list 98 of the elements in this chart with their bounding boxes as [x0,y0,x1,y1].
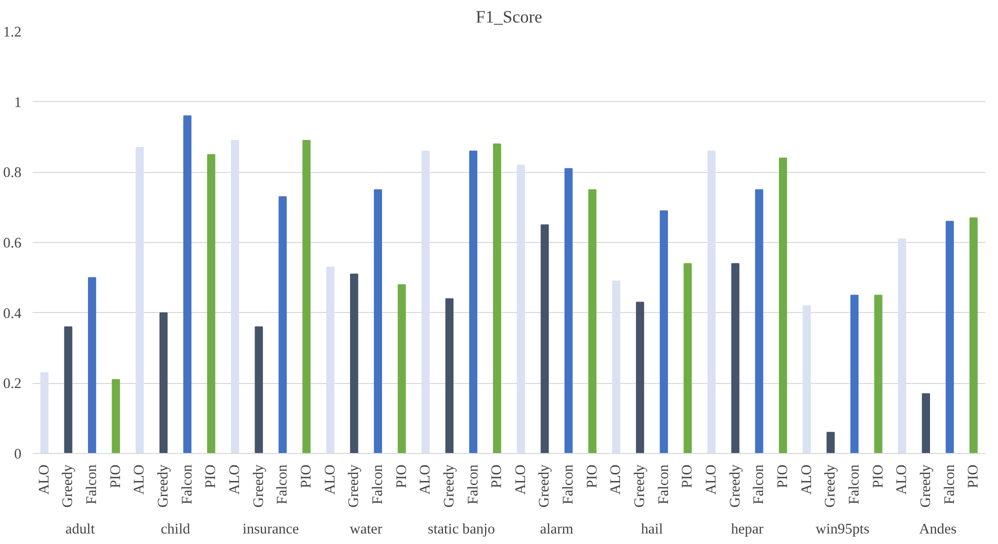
bar [826,432,835,454]
text: Greedy [727,464,744,508]
bar [207,154,216,454]
bar [493,144,502,454]
bar [874,294,882,454]
chart-title: F1_Score [476,8,543,26]
text: Falcon [942,464,958,504]
text: Falcon [846,464,862,504]
text: Falcon [560,464,577,504]
bar [230,140,240,454]
text: Falcon [84,464,100,504]
bar [540,224,549,454]
bar [755,189,764,454]
text: PIO [584,464,600,488]
bar [469,150,478,454]
y-tick-label: 1.2 [3,24,22,40]
text: PIO [966,464,982,488]
bar [970,217,978,454]
text: ALO [608,464,624,495]
bar [254,326,263,454]
x-tick-label: adult [65,522,95,538]
text: Greedy [346,464,362,508]
y-tick-label: 0.2 [3,376,22,392]
bar [564,168,573,454]
bar [374,189,382,454]
bar [159,312,168,454]
bar [684,263,692,454]
bar [398,284,406,454]
bar [326,266,334,454]
bar [88,277,96,454]
text: Greedy [60,464,76,508]
text: PIO [489,464,506,488]
x-tick-label: Andes [919,522,957,538]
text: PIO [394,464,410,488]
text: Greedy [156,464,172,508]
x-tick-label: static banjo [428,522,495,538]
text: PIO [203,464,220,488]
y-tick-label: 0.6 [3,236,22,252]
bar [40,372,48,454]
bar [922,393,930,454]
bar [64,326,72,454]
text: ALO [322,464,338,495]
bar [707,150,716,454]
text: Falcon [656,464,672,504]
text: Greedy [441,464,458,508]
text: ALO [894,464,910,495]
bar [946,220,954,454]
bar [850,294,859,454]
text: Falcon [274,464,291,504]
bar [350,274,358,454]
y-tick-label: 0.8 [3,165,22,182]
text: Greedy [918,464,934,508]
text: PIO [870,464,886,488]
bar [112,379,120,454]
text: Falcon [751,464,768,504]
text: ALO [798,464,815,495]
text: ALO [132,464,148,495]
bar [778,158,788,454]
bar [136,147,144,454]
x-tick-label: win95pts [816,522,870,538]
bar [898,238,906,454]
text: Falcon [465,464,482,504]
y-tick-label: 0.4 [3,306,22,322]
bar [588,189,596,454]
bar [660,210,668,454]
text: ALO [512,464,529,495]
x-tick-label: hail [640,522,663,538]
bar [612,280,620,454]
x-tick-label: insurance [242,522,299,538]
text: Greedy [536,464,553,508]
text: Greedy [632,464,648,508]
text: Greedy [822,464,839,508]
text: PIO [298,464,314,488]
y-tick-label: 1 [14,94,22,111]
text: Falcon [179,464,196,504]
x-tick-label: hepar [730,522,764,538]
bar [802,305,811,454]
text: ALO [418,464,434,495]
bar [516,164,525,454]
text: ALO [227,464,244,495]
bar [302,140,311,454]
bar [636,302,644,454]
text: PIO [680,464,696,488]
x-tick-label: water [350,522,382,538]
bar [422,150,430,454]
text: PIO [108,464,124,488]
bar [183,115,192,454]
bar [445,298,454,454]
x-tick-label: alarm [540,522,574,538]
text: ALO [704,464,720,495]
y-tick-label: 0 [14,446,22,462]
bar [731,263,740,454]
text: Falcon [370,464,386,504]
bar [278,196,287,454]
x-tick-label: child [160,522,191,538]
text: PIO [774,464,791,488]
text: ALO [36,464,52,495]
text: Greedy [250,464,267,508]
